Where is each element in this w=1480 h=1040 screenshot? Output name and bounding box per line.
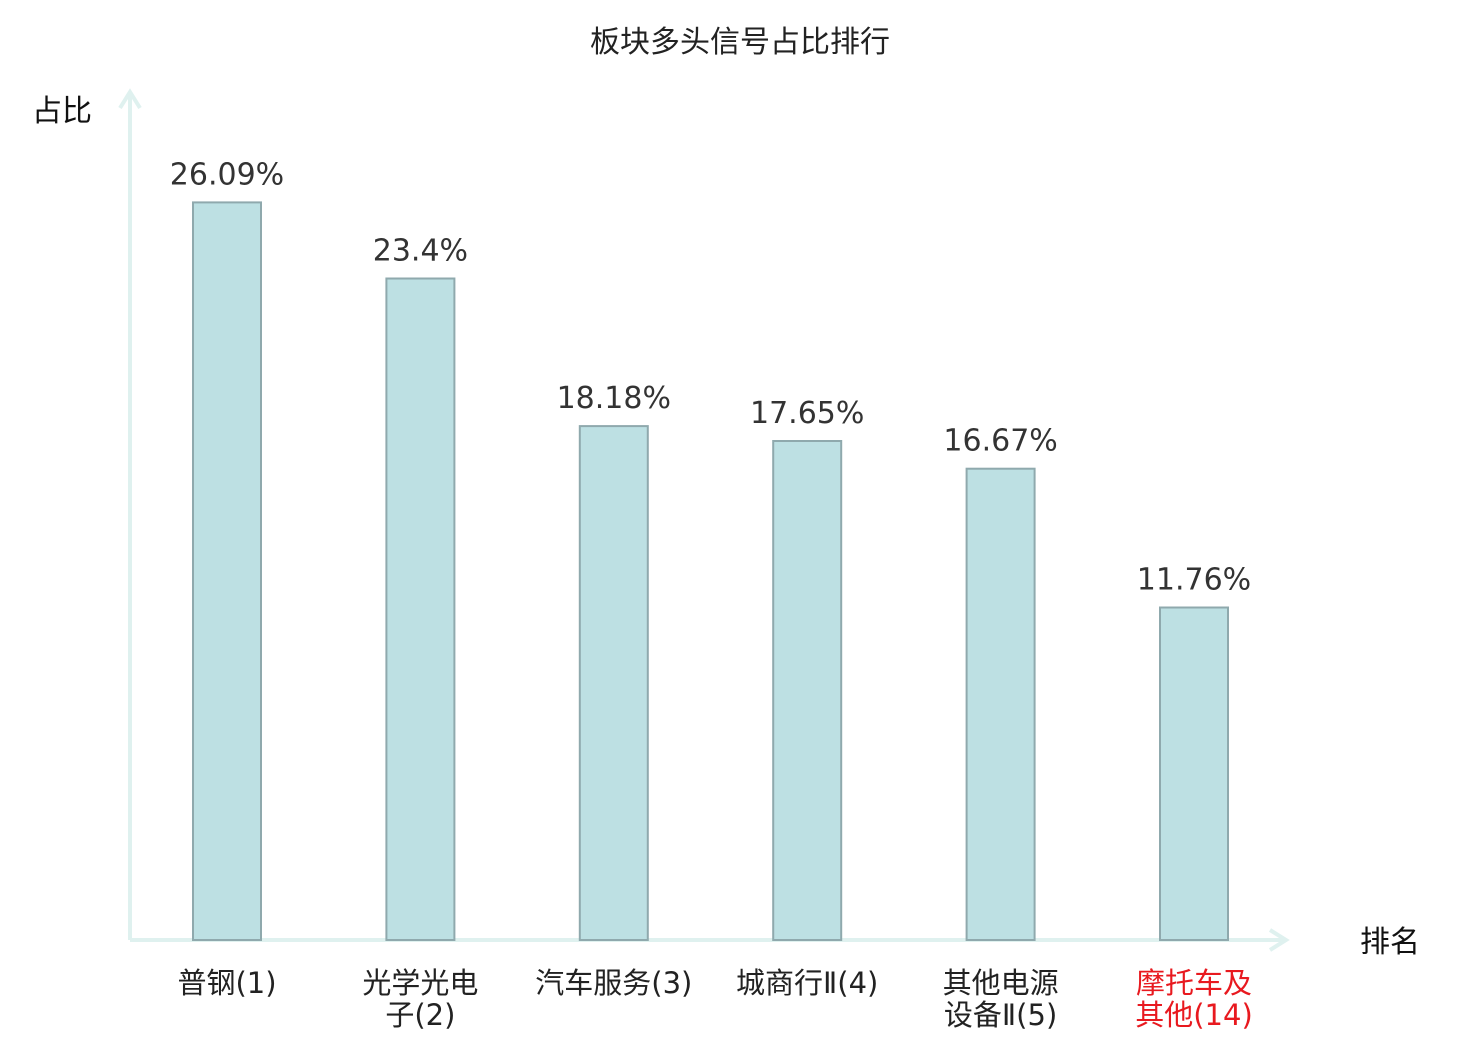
bar-1	[192, 201, 262, 941]
bar-6	[1159, 606, 1229, 941]
value-label-6: 11.76%	[1137, 563, 1251, 598]
value-label-2: 23.4%	[373, 234, 468, 269]
x-axis-arrow	[1268, 928, 1290, 952]
category-label-5-line-1: 其他电源	[943, 966, 1059, 1000]
category-label-6-line-2: 其他(14)	[1135, 998, 1253, 1032]
bars-group	[192, 201, 1229, 942]
category-label-5-line-2: 设备Ⅱ(5)	[944, 998, 1057, 1032]
value-labels-group: 26.09% 23.4% 18.18% 17.65% 16.67% 11.76%	[170, 157, 1251, 597]
chart-title: 板块多头信号占比排行	[590, 25, 890, 60]
bar-2	[385, 277, 456, 941]
y-axis-arrow	[118, 88, 142, 110]
value-label-5: 16.67%	[943, 424, 1057, 459]
category-label-3-line-1: 汽车服务(3)	[535, 966, 692, 1000]
category-label-2-line-2: 子(2)	[385, 998, 455, 1032]
category-label-1-line-1: 普钢(1)	[177, 966, 276, 1000]
value-label-3: 18.18%	[557, 381, 671, 416]
category-label-2-line-1: 光学光电	[362, 966, 478, 1000]
bar-3	[578, 425, 649, 942]
bar-5	[965, 467, 1036, 941]
x-axis-label: 排名	[1360, 925, 1420, 960]
value-label-4: 17.65%	[750, 396, 864, 431]
category-label-6-line-1: 摩托车及	[1136, 966, 1252, 1000]
y-axis-label: 占比	[32, 94, 92, 129]
value-label-1: 26.09%	[170, 157, 284, 192]
category-label-4-line-1: 城商行Ⅱ(4)	[736, 966, 878, 1000]
bar-4	[772, 440, 843, 941]
